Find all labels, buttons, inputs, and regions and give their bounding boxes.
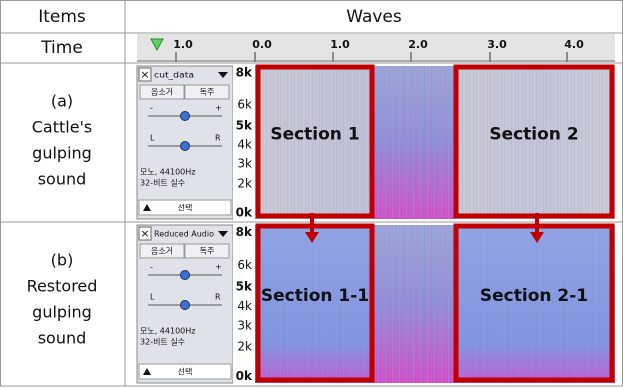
time-tick-label: 4.0 [564,38,584,51]
freq-label: 6k [237,98,252,112]
table-figure: Items Waves Time 1.0 0.0 1.0 2.0 3.0 4.0 (a) Cattl… [0,0,623,389]
header-cell: Items [38,7,86,27]
row-label: (a) [51,92,73,111]
slider-end: L [150,293,155,302]
track-info: 모노, 44100Hz [140,327,195,336]
row-label: sound [38,170,87,189]
freq-label: 4k [237,299,252,313]
freq-label: 8k [236,225,253,239]
header-cell: Waves [346,7,402,27]
slider-knob [181,112,190,121]
freq-label: 0k [236,369,253,383]
slider-end: + [215,263,222,272]
track-name: Reduced Audio [154,230,214,239]
slider-end: L [150,134,155,143]
freq-label: 8k [236,66,253,80]
track-name: cut_data [154,71,194,80]
time-tick-label: 2.0 [408,38,428,51]
select-label: 선택 [178,203,193,213]
button-label: 독주 [200,88,215,97]
row-label: Cattle's [32,118,93,137]
ruler [137,34,615,62]
freq-label: 2k [237,339,252,353]
table: Items Waves Time 1.0 0.0 1.0 2.0 3.0 4.0 (a) Cattl… [0,0,623,386]
track-info: 32-비트 실수 [140,178,185,188]
track-info: 32-비트 실수 [140,337,185,347]
slider-end: - [150,104,153,113]
row-label: sound [38,329,87,348]
time-tick-label: 1.0 [330,38,350,51]
time-tick-label: 1.0 [173,38,193,51]
slider-end: R [215,293,221,302]
track-info: 모노, 44100Hz [140,168,195,177]
freq-label: 6k [237,258,252,272]
slider-end: + [215,104,222,113]
freq-label: 3k [237,157,252,171]
row-label: gulping [32,144,92,163]
slider-end: R [215,134,221,143]
select-label: 선택 [178,367,193,377]
row-label: Time [40,38,83,58]
freq-label: 4k [237,138,252,152]
close-icon: × [140,68,149,81]
section-label: Section 2-1 [480,286,588,306]
freq-label: 0k [236,206,253,220]
time-tick-label: 0.0 [252,38,272,51]
freq-label: 3k [237,319,252,333]
section-label: Section 1 [270,125,359,145]
spectrogram-middle-texture [374,225,454,383]
slider-end: - [150,263,153,272]
button-label: 독주 [200,247,215,256]
freq-label: 2k [237,177,252,191]
freq-label: 5k [236,119,253,133]
slider-knob [181,301,190,310]
section-label: Section 1-1 [261,286,369,306]
button-label: 음소거 [151,88,173,97]
slider-knob [181,271,190,280]
slider-knob [181,142,190,151]
spectrogram-middle-texture [374,66,454,219]
section-label: Section 2 [489,125,578,145]
close-icon: × [140,227,149,240]
freq-label: 5k [236,279,253,293]
row-label: Restored [27,277,98,296]
row-label: (b) [51,251,74,270]
button-label: 음소거 [151,247,173,256]
row-label: gulping [32,303,92,322]
time-tick-label: 3.0 [487,38,507,51]
